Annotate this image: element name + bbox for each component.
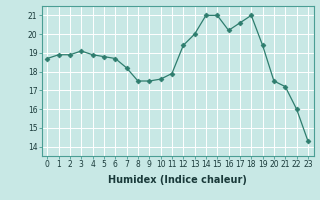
X-axis label: Humidex (Indice chaleur): Humidex (Indice chaleur) <box>108 175 247 185</box>
